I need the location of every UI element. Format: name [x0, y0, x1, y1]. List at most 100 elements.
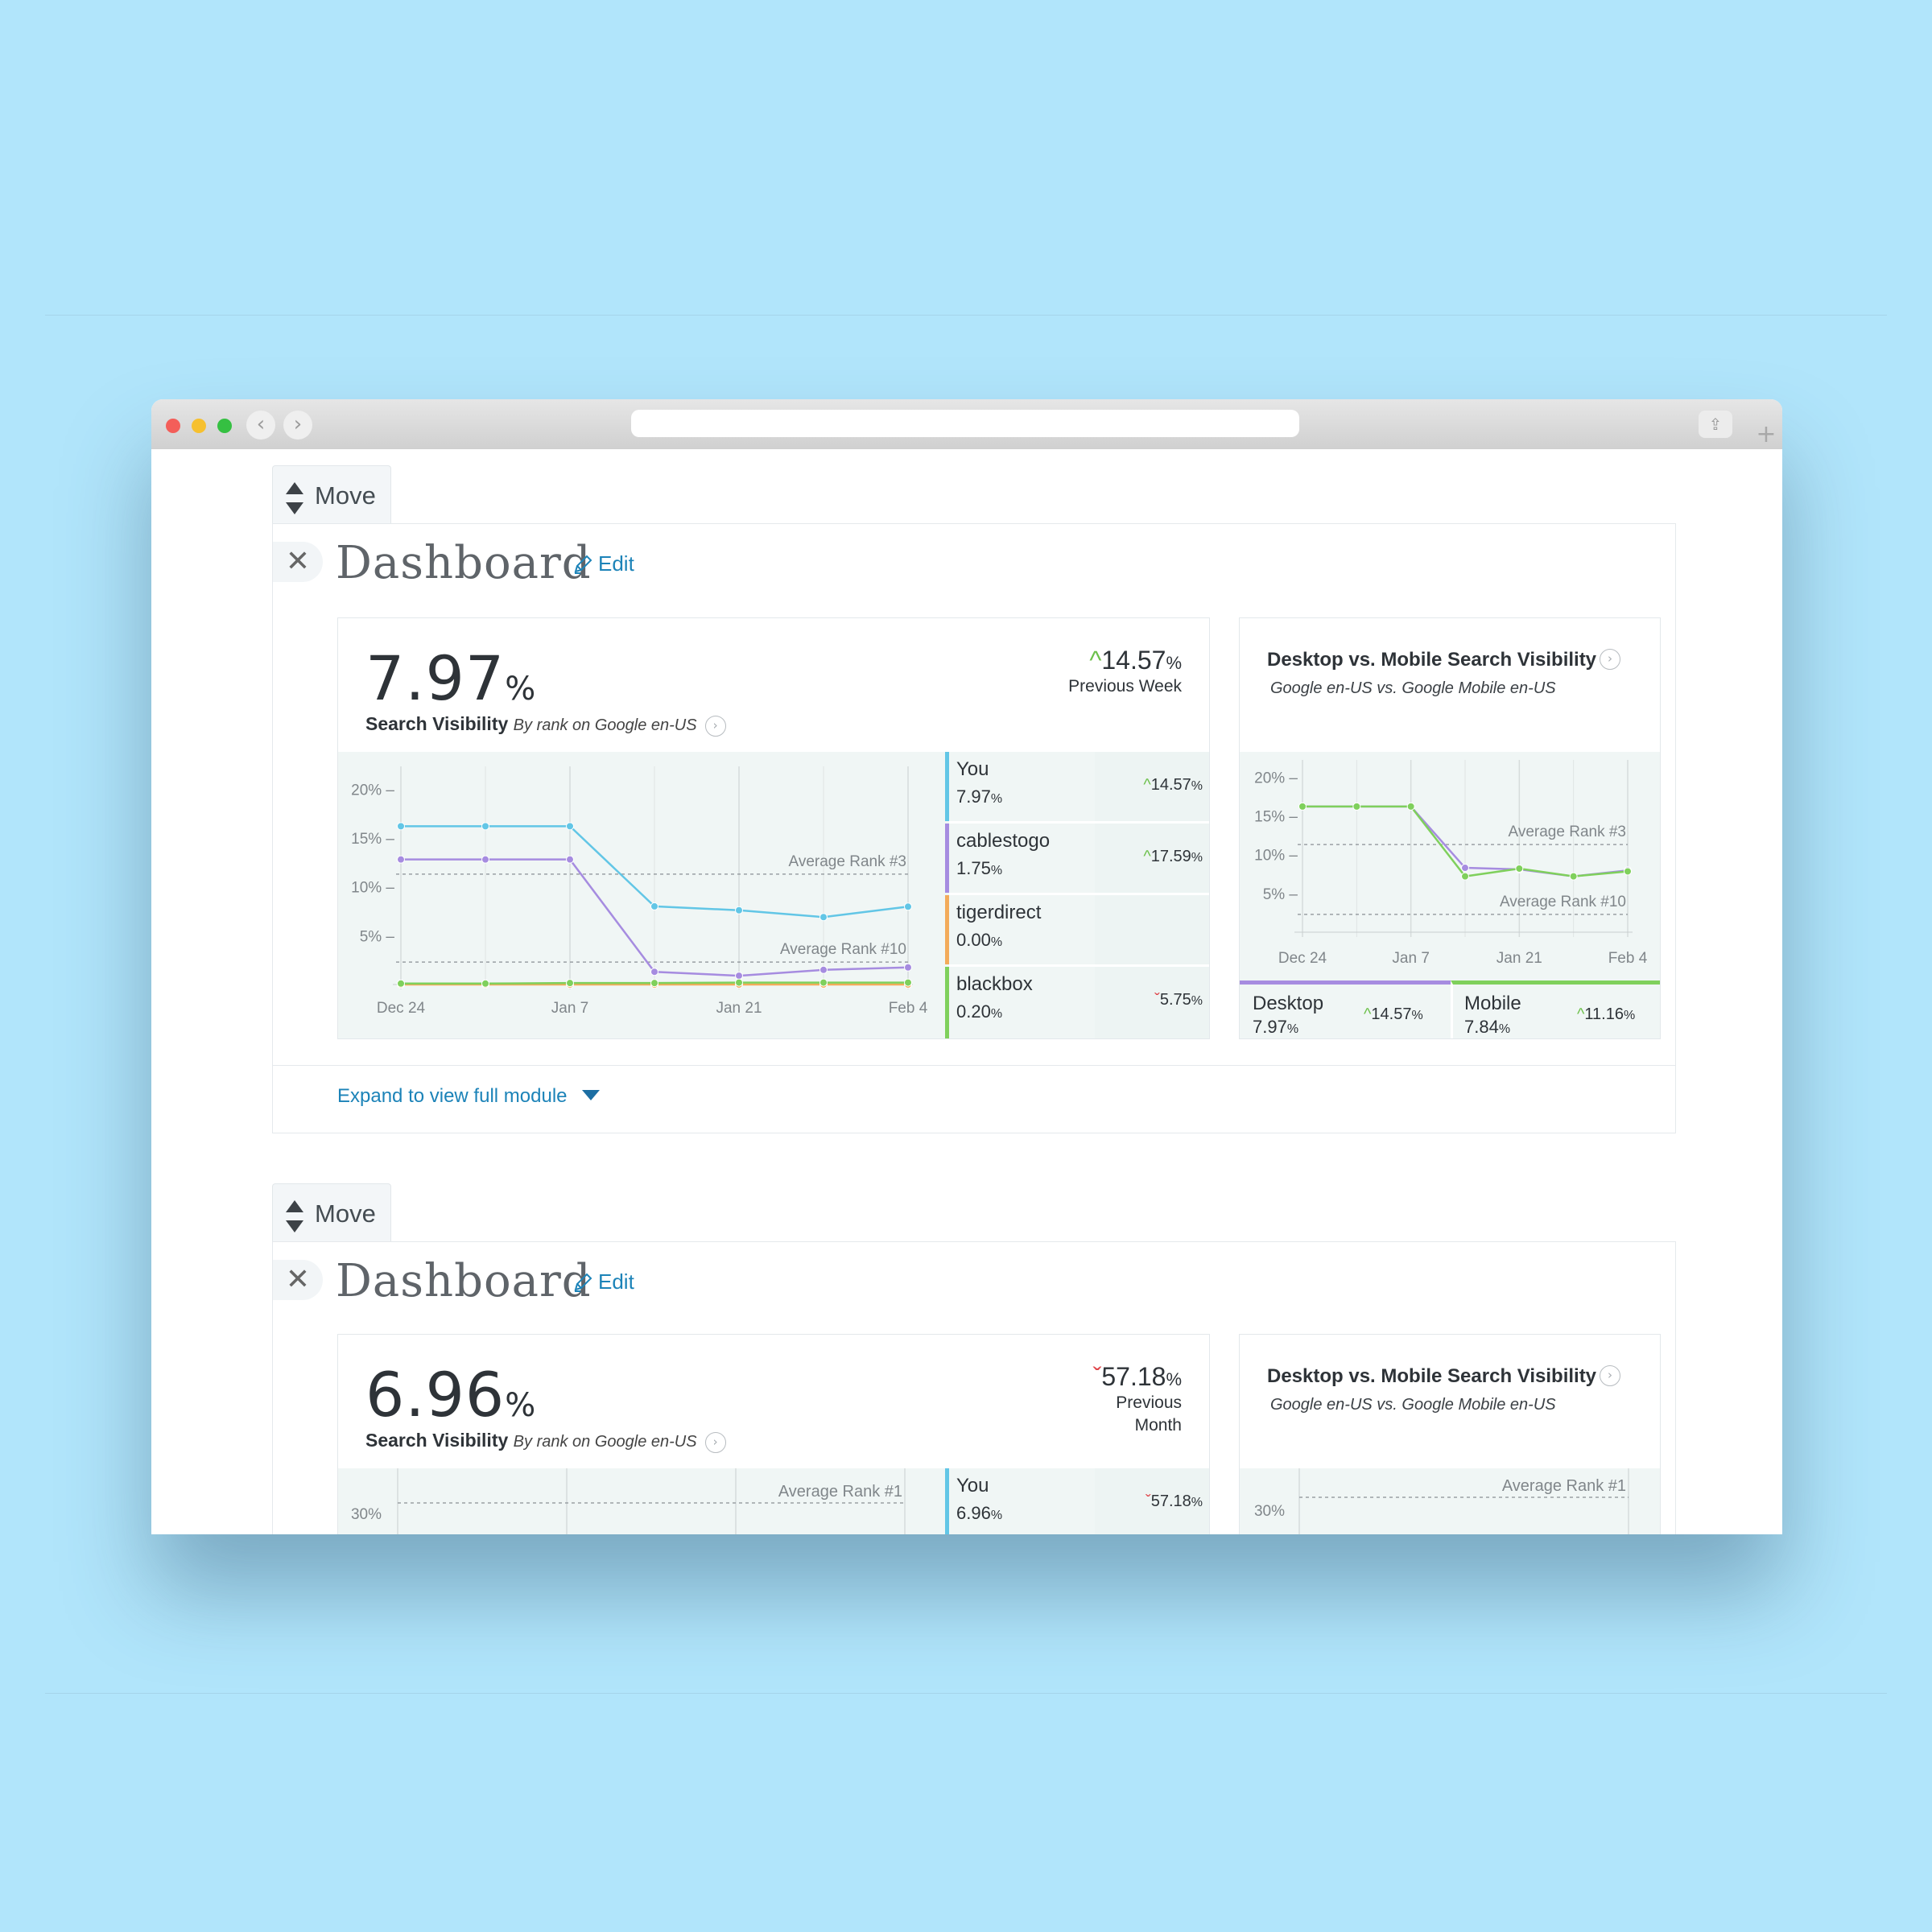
legend-row[interactable]: You 7.97% ^14.57% [945, 752, 1209, 821]
close-icon[interactable]: ✕ [273, 542, 323, 582]
legend-change-unit: % [1191, 779, 1203, 793]
data-point [481, 855, 489, 864]
legend-value: 6.96% [956, 1503, 1002, 1524]
x-tick-label: Jan 21 [1496, 950, 1542, 967]
zoom-window-icon[interactable] [217, 419, 232, 433]
visibility-label: Search Visibility By rank on Google en-U… [365, 1430, 726, 1453]
info-icon[interactable]: › [1600, 649, 1621, 670]
device-legend: Desktop 7.97% ^14.57% Mobile 7.84% ^11.1… [1240, 977, 1660, 1038]
legend-row[interactable]: You 6.96% ˇ57.18% [945, 1468, 1209, 1534]
visibility-number: 6.96 [365, 1359, 506, 1430]
legend-divider [949, 821, 1209, 824]
device-card-title-text: Desktop vs. Mobile Search Visibility [1267, 1365, 1597, 1387]
legend-value: 0.20% [956, 1001, 1002, 1022]
legend-change: ˇ57.18% [1102, 1492, 1203, 1511]
change-period-line1: Previous [1116, 1393, 1182, 1412]
arrow-down-icon: ˇ [1146, 1492, 1151, 1510]
desktop-change: ^14.57% [1364, 1005, 1423, 1024]
dashboard-title: Dashboard [336, 1255, 592, 1307]
data-point [1515, 864, 1524, 873]
legend-change-value: 5.75 [1159, 991, 1191, 1009]
info-icon[interactable]: › [704, 716, 726, 737]
forward-arrow-icon[interactable]: › [283, 411, 312, 440]
move-arrows-icon [286, 482, 303, 514]
expand-label: Expand to view full module [337, 1085, 568, 1107]
data-point [1569, 872, 1578, 881]
legend-divider [949, 964, 1209, 967]
data-point [819, 978, 828, 987]
expand-link[interactable]: Expand to view full module [337, 1085, 600, 1108]
move-handle[interactable]: Move [272, 465, 391, 525]
reference-label: Average Rank #1 [778, 1483, 902, 1501]
dashboard-title: Dashboard [336, 537, 592, 589]
y-tick-label: 30% [351, 1506, 382, 1523]
share-icon[interactable]: ⇪ [1699, 411, 1732, 438]
mobile-legend[interactable]: Mobile 7.84% ^11.16% [1451, 980, 1660, 1038]
caret-down-icon [581, 1090, 600, 1100]
move-label: Move [315, 1199, 376, 1228]
x-tick-label: Feb 4 [889, 1000, 928, 1017]
address-bar[interactable] [631, 410, 1299, 437]
legend-row[interactable]: blackbox 0.20% ˇ5.75% [945, 967, 1209, 1038]
close-icon[interactable]: ✕ [273, 1260, 323, 1300]
move-handle[interactable]: Move [272, 1183, 391, 1243]
legend-value-number: 0.00 [956, 930, 991, 950]
legend-change-cell [1095, 895, 1209, 964]
legend-value-number: 0.20 [956, 1001, 991, 1022]
edit-link[interactable]: Edit [572, 1269, 634, 1294]
legend-value: 1.75% [956, 858, 1002, 879]
data-point [735, 978, 743, 987]
data-point [397, 855, 405, 864]
mobile-change-unit: % [1623, 1009, 1636, 1022]
pencil-icon [574, 1273, 592, 1292]
device-card-title: Desktop vs. Mobile Search Visibility › [1267, 649, 1621, 671]
x-tick-label: Dec 24 [377, 1000, 426, 1017]
arrow-up-icon: ^ [1143, 848, 1151, 865]
arrow-down-icon: ˇ [1154, 991, 1160, 1009]
chart-area: Dec 24 Jan 7 Jan 21 Feb 4 5% – 10% – 15% – 20% … [338, 752, 1209, 1038]
legend-row[interactable]: cablestogo 1.75% ^17.59% [945, 824, 1209, 893]
reference-label: Average Rank #3 [1509, 824, 1626, 840]
close-window-icon[interactable] [166, 419, 180, 433]
back-arrow-icon[interactable]: ‹ [246, 411, 275, 440]
legend-change-cell [1095, 824, 1209, 893]
reference-label: Average Rank #10 [1500, 894, 1626, 910]
mobile-value-number: 7.84 [1464, 1017, 1499, 1037]
info-icon[interactable]: › [704, 1432, 726, 1453]
x-tick-label: Jan 7 [551, 1000, 588, 1017]
legend-value-unit: % [990, 864, 1003, 877]
data-point [566, 979, 574, 988]
data-point [1406, 802, 1415, 811]
data-point [481, 822, 489, 831]
new-tab-icon[interactable]: + [1756, 420, 1777, 448]
info-icon[interactable]: › [1600, 1365, 1621, 1386]
device-visibility-card: Desktop vs. Mobile Search Visibility › Go… [1239, 1334, 1661, 1534]
edit-link[interactable]: Edit [572, 551, 634, 576]
legend-value-unit: % [990, 935, 1003, 949]
dashboard-module: Move ✕ Dashboard Edit 7.97% Search Visib… [272, 465, 1676, 1133]
legend-row[interactable]: tigerdirect 0.00% [945, 895, 1209, 964]
mobile-value: 7.84% [1464, 1017, 1510, 1038]
minimize-window-icon[interactable] [192, 419, 206, 433]
y-tick-label: 20% – [1254, 770, 1298, 786]
desktop-change-unit: % [1411, 1009, 1423, 1022]
device-visibility-card: Desktop vs. Mobile Search Visibility › Go… [1239, 617, 1661, 1039]
visibility-value: 6.96% [365, 1359, 536, 1430]
data-point [650, 968, 658, 976]
legend-color-bar [945, 895, 949, 964]
legend-name: tigerdirect [956, 902, 1042, 923]
data-point [650, 979, 658, 988]
legend-color-bar [945, 824, 949, 893]
data-point [819, 913, 828, 922]
legend-color-bar [945, 1468, 949, 1534]
move-label: Move [315, 481, 376, 510]
legend-name: blackbox [956, 973, 1033, 995]
module-panel: ✕ Dashboard Edit 6.96% Search Visibility… [272, 1241, 1676, 1534]
visibility-line-chart: Dec 24 Jan 7 Jan 21 Feb 4 5% – 10% – 15% – 20% … [351, 766, 928, 1017]
legend-change-unit: % [1191, 994, 1203, 1008]
legend-color-bar [945, 967, 949, 1038]
data-point [566, 855, 574, 864]
legend-change: ^14.57% [1102, 776, 1203, 795]
visibility-label: Search Visibility By rank on Google en-U… [365, 713, 726, 737]
desktop-legend[interactable]: Desktop 7.97% ^14.57% [1240, 980, 1451, 1038]
